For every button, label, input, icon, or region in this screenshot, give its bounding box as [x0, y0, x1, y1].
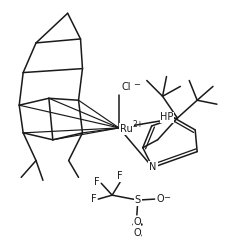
Text: −: −: [164, 193, 171, 202]
Text: O: O: [133, 228, 141, 238]
Text: −: −: [133, 80, 140, 89]
Text: O: O: [133, 217, 141, 227]
Text: 2+: 2+: [133, 121, 144, 130]
Text: F: F: [94, 177, 99, 187]
Text: F: F: [91, 194, 96, 204]
Text: S: S: [135, 195, 141, 205]
Text: Cl: Cl: [121, 82, 130, 92]
Text: N: N: [149, 163, 156, 173]
Text: Ru: Ru: [120, 124, 133, 134]
Text: O: O: [157, 194, 164, 204]
Text: F: F: [117, 171, 123, 181]
Text: HP: HP: [160, 112, 174, 122]
